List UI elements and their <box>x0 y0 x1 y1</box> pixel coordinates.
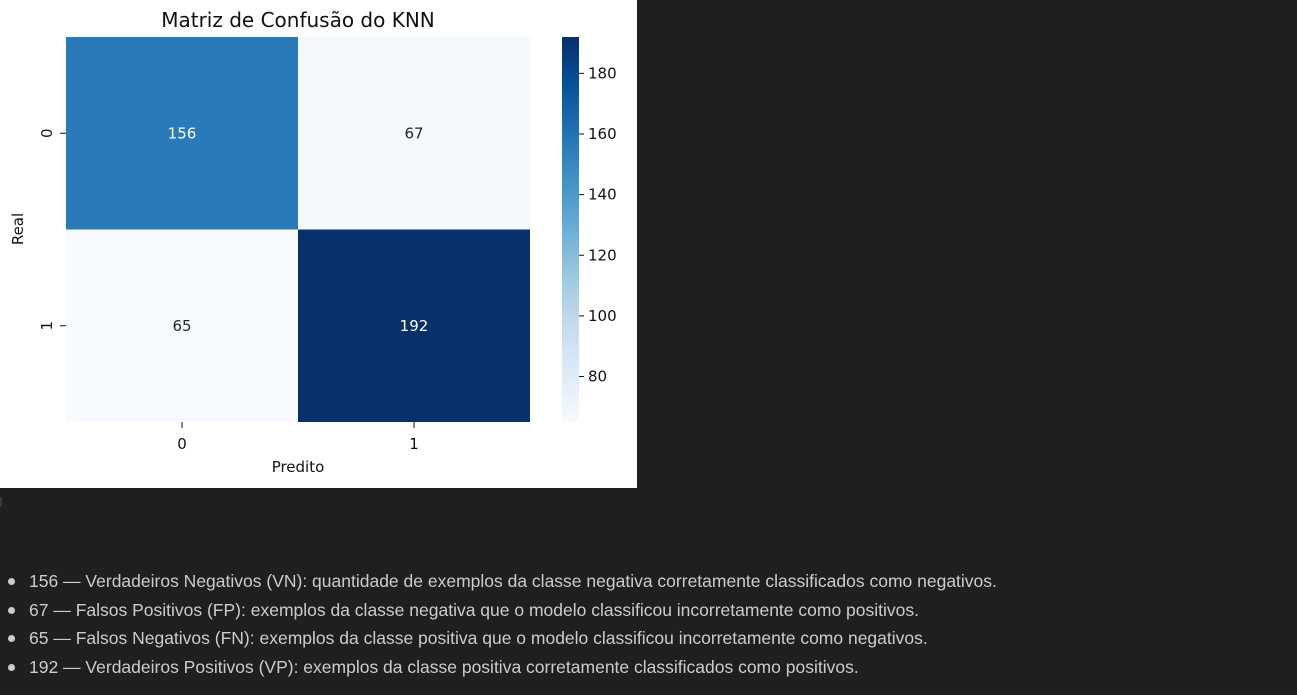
heatmap-cell-r1-c1 <box>298 229 530 422</box>
list-item: 156 — Verdadeiros Negativos (VN): quanti… <box>8 567 997 596</box>
cell-value-label: 156 <box>168 124 197 142</box>
cell-value-label: 65 <box>172 317 191 335</box>
y-axis-ticks: 01 <box>38 128 66 331</box>
x-tick-label: 1 <box>409 435 419 453</box>
note-text: 192 — Verdadeiros Positivos (VP): exempl… <box>29 656 859 677</box>
bullet-icon <box>8 578 15 585</box>
cell-gutter-marker <box>0 497 2 507</box>
colorbar-tick-label: 140 <box>588 186 617 204</box>
colorbar-tick-label: 160 <box>588 125 617 143</box>
heatmap-cell-labels: 156 67 65 192 <box>168 124 429 335</box>
chart-title: Matriz de Confusão do KNN <box>161 8 435 32</box>
bullet-icon <box>8 606 15 614</box>
heatmap-cell-r0-c1 <box>298 37 530 230</box>
y-tick-label: 1 <box>38 321 56 331</box>
list-item: 192 — Verdadeiros Positivos (VP): exempl… <box>8 653 997 682</box>
heatmap-cells <box>66 37 530 422</box>
colorbar-tick-label: 80 <box>588 368 607 386</box>
note-text: 65 — Falsos Negativos (FN): exemplos da … <box>29 628 928 648</box>
bullet-icon <box>8 635 15 642</box>
colorbar-ticks: 80 100 120 140 160 180 <box>579 64 617 386</box>
heatmap-cell-r0-c0 <box>66 37 298 230</box>
y-axis-label: Real <box>9 213 27 245</box>
confusion-matrix-notes: 156 — Verdadeiros Negativos (VN): quanti… <box>8 567 997 681</box>
x-tick-label: 0 <box>177 435 187 453</box>
bullet-icon <box>8 663 15 671</box>
cell-value-label: 192 <box>400 317 429 335</box>
y-tick-label: 0 <box>38 128 56 138</box>
cell-value-label: 67 <box>404 124 423 142</box>
list-item: 67 — Falsos Positivos (FP): exemplos da … <box>8 596 997 625</box>
colorbar <box>562 37 579 422</box>
list-item: 65 — Falsos Negativos (FN): exemplos da … <box>8 624 997 653</box>
heatmap-cell-r1-c0 <box>66 229 298 422</box>
x-axis-label: Predito <box>272 458 325 476</box>
note-text: 156 — Verdadeiros Negativos (VN): quanti… <box>29 571 997 591</box>
note-text: 67 — Falsos Positivos (FP): exemplos da … <box>29 599 919 620</box>
colorbar-tick-label: 100 <box>588 307 617 325</box>
colorbar-tick-label: 180 <box>588 64 617 82</box>
colorbar-tick-label: 120 <box>588 246 617 264</box>
